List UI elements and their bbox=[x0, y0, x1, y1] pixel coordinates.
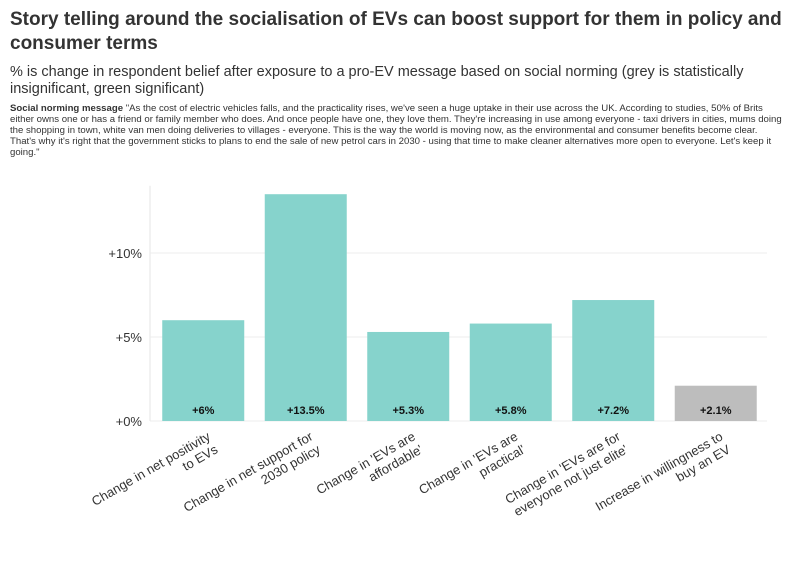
value-label: +13.5% bbox=[287, 405, 325, 417]
value-label: +5.3% bbox=[393, 405, 425, 417]
bar bbox=[264, 194, 347, 421]
note: Social norming message "As the cost of e… bbox=[10, 103, 785, 158]
bar bbox=[367, 331, 450, 421]
bar bbox=[572, 300, 655, 421]
x-tick-label: Change in net positivity to EVs bbox=[89, 428, 221, 521]
y-tick-label: +10% bbox=[108, 246, 142, 261]
chart-title: Story telling around the socialisation o… bbox=[10, 9, 782, 54]
y-tick-label: +5% bbox=[116, 330, 143, 345]
chart-subtitle: % is change in respondent belief after e… bbox=[10, 64, 744, 97]
value-label: +6% bbox=[192, 405, 215, 417]
note-label: Social norming message bbox=[10, 103, 124, 114]
bar bbox=[674, 385, 757, 421]
note-text: "As the cost of electric vehicles falls,… bbox=[10, 103, 782, 158]
value-label: +5.8% bbox=[495, 405, 527, 417]
value-label: +7.2% bbox=[598, 405, 630, 417]
bar bbox=[469, 323, 552, 421]
x-tick-label: Change in 'EVs are affordable' bbox=[314, 429, 426, 511]
value-label: +2.1% bbox=[700, 405, 732, 417]
bar bbox=[162, 320, 245, 421]
y-tick-label: +0% bbox=[116, 414, 143, 429]
